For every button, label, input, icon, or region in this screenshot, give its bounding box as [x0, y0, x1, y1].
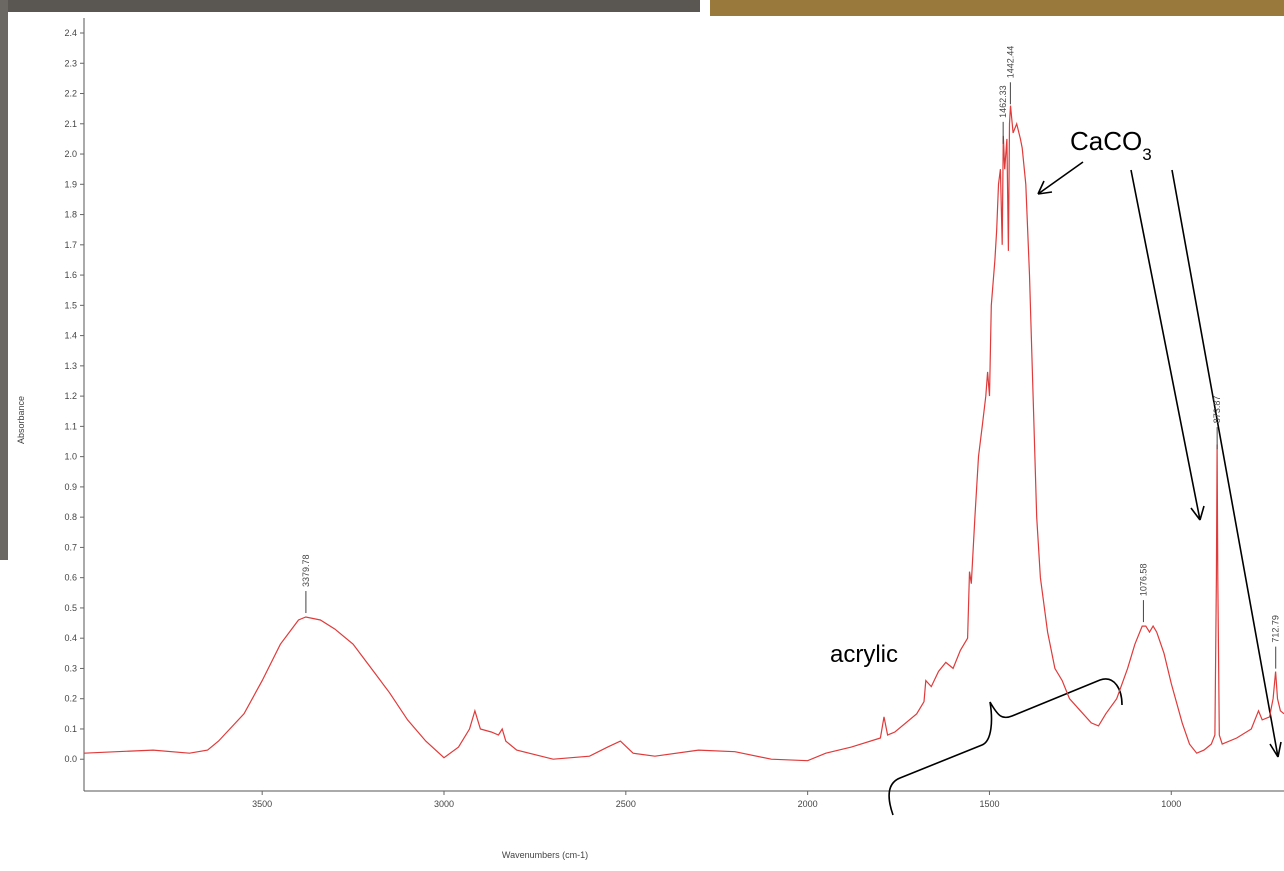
y-tick-label: 0.0 [64, 754, 77, 764]
y-tick-label: 1.2 [64, 391, 77, 401]
arrows [889, 162, 1281, 815]
y-tick-label: 1.6 [64, 270, 77, 280]
peak-label: 1442.44 [1005, 46, 1015, 79]
y-tick-label: 2.3 [64, 58, 77, 68]
y-tick-label: 0.4 [64, 633, 77, 643]
y-tick-label: 0.9 [64, 482, 77, 492]
y-tick-label: 1.5 [64, 300, 77, 310]
x-tick-label: 2500 [616, 799, 636, 809]
y-tick-label: 1.1 [64, 421, 77, 431]
peak-label: 1076.58 [1138, 564, 1148, 597]
photo-strip [710, 0, 1284, 16]
y-tick-label: 2.4 [64, 28, 77, 38]
y-tick-label: 1.0 [64, 452, 77, 462]
spectrum-line [84, 106, 1284, 761]
photo-strip [0, 0, 8, 560]
y-tick-label: 1.3 [64, 361, 77, 371]
x-tick-label: 3500 [252, 799, 272, 809]
y-tick-label: 0.7 [64, 542, 77, 552]
x-axis-label: Wavenumbers (cm-1) [502, 850, 588, 860]
y-tick-label: 2.2 [64, 89, 77, 99]
peak-label: 712.79 [1271, 615, 1281, 643]
chart: Absorbance Wavenumbers (cm-1) CaCO3 acry… [0, 0, 1284, 871]
y-tick-label: 0.5 [64, 603, 77, 613]
x-tick-label: 1500 [979, 799, 999, 809]
peak-label: 1462.33 [998, 85, 1008, 118]
y-tick-label: 0.8 [64, 512, 77, 522]
x-tick-label: 3000 [434, 799, 454, 809]
page: Absorbance Wavenumbers (cm-1) CaCO3 acry… [0, 0, 1284, 871]
y-tick-label: 1.4 [64, 331, 77, 341]
y-tick-label: 0.6 [64, 573, 77, 583]
peak-label: 873.87 [1212, 396, 1222, 424]
y-axis-label: Absorbance [16, 396, 26, 444]
x-tick-label: 1000 [1161, 799, 1181, 809]
y-tick-label: 0.2 [64, 694, 77, 704]
annotation: acrylic [830, 641, 898, 668]
y-tick-label: 1.7 [64, 240, 77, 250]
photo-strip [0, 0, 700, 12]
y-tick-label: 0.1 [64, 724, 77, 734]
y-tick-label: 0.3 [64, 663, 77, 673]
peak-label: 3379.78 [301, 554, 311, 587]
y-tick-label: 1.8 [64, 210, 77, 220]
y-tick-label: 2.1 [64, 119, 77, 129]
annotation: CaCO3 [1070, 126, 1152, 164]
annotation-subscript: 3 [1142, 145, 1151, 164]
annotation-text: CaCO [1070, 126, 1142, 156]
y-tick-label: 2.0 [64, 149, 77, 159]
y-tick-label: 1.9 [64, 179, 77, 189]
x-tick-label: 2000 [798, 799, 818, 809]
